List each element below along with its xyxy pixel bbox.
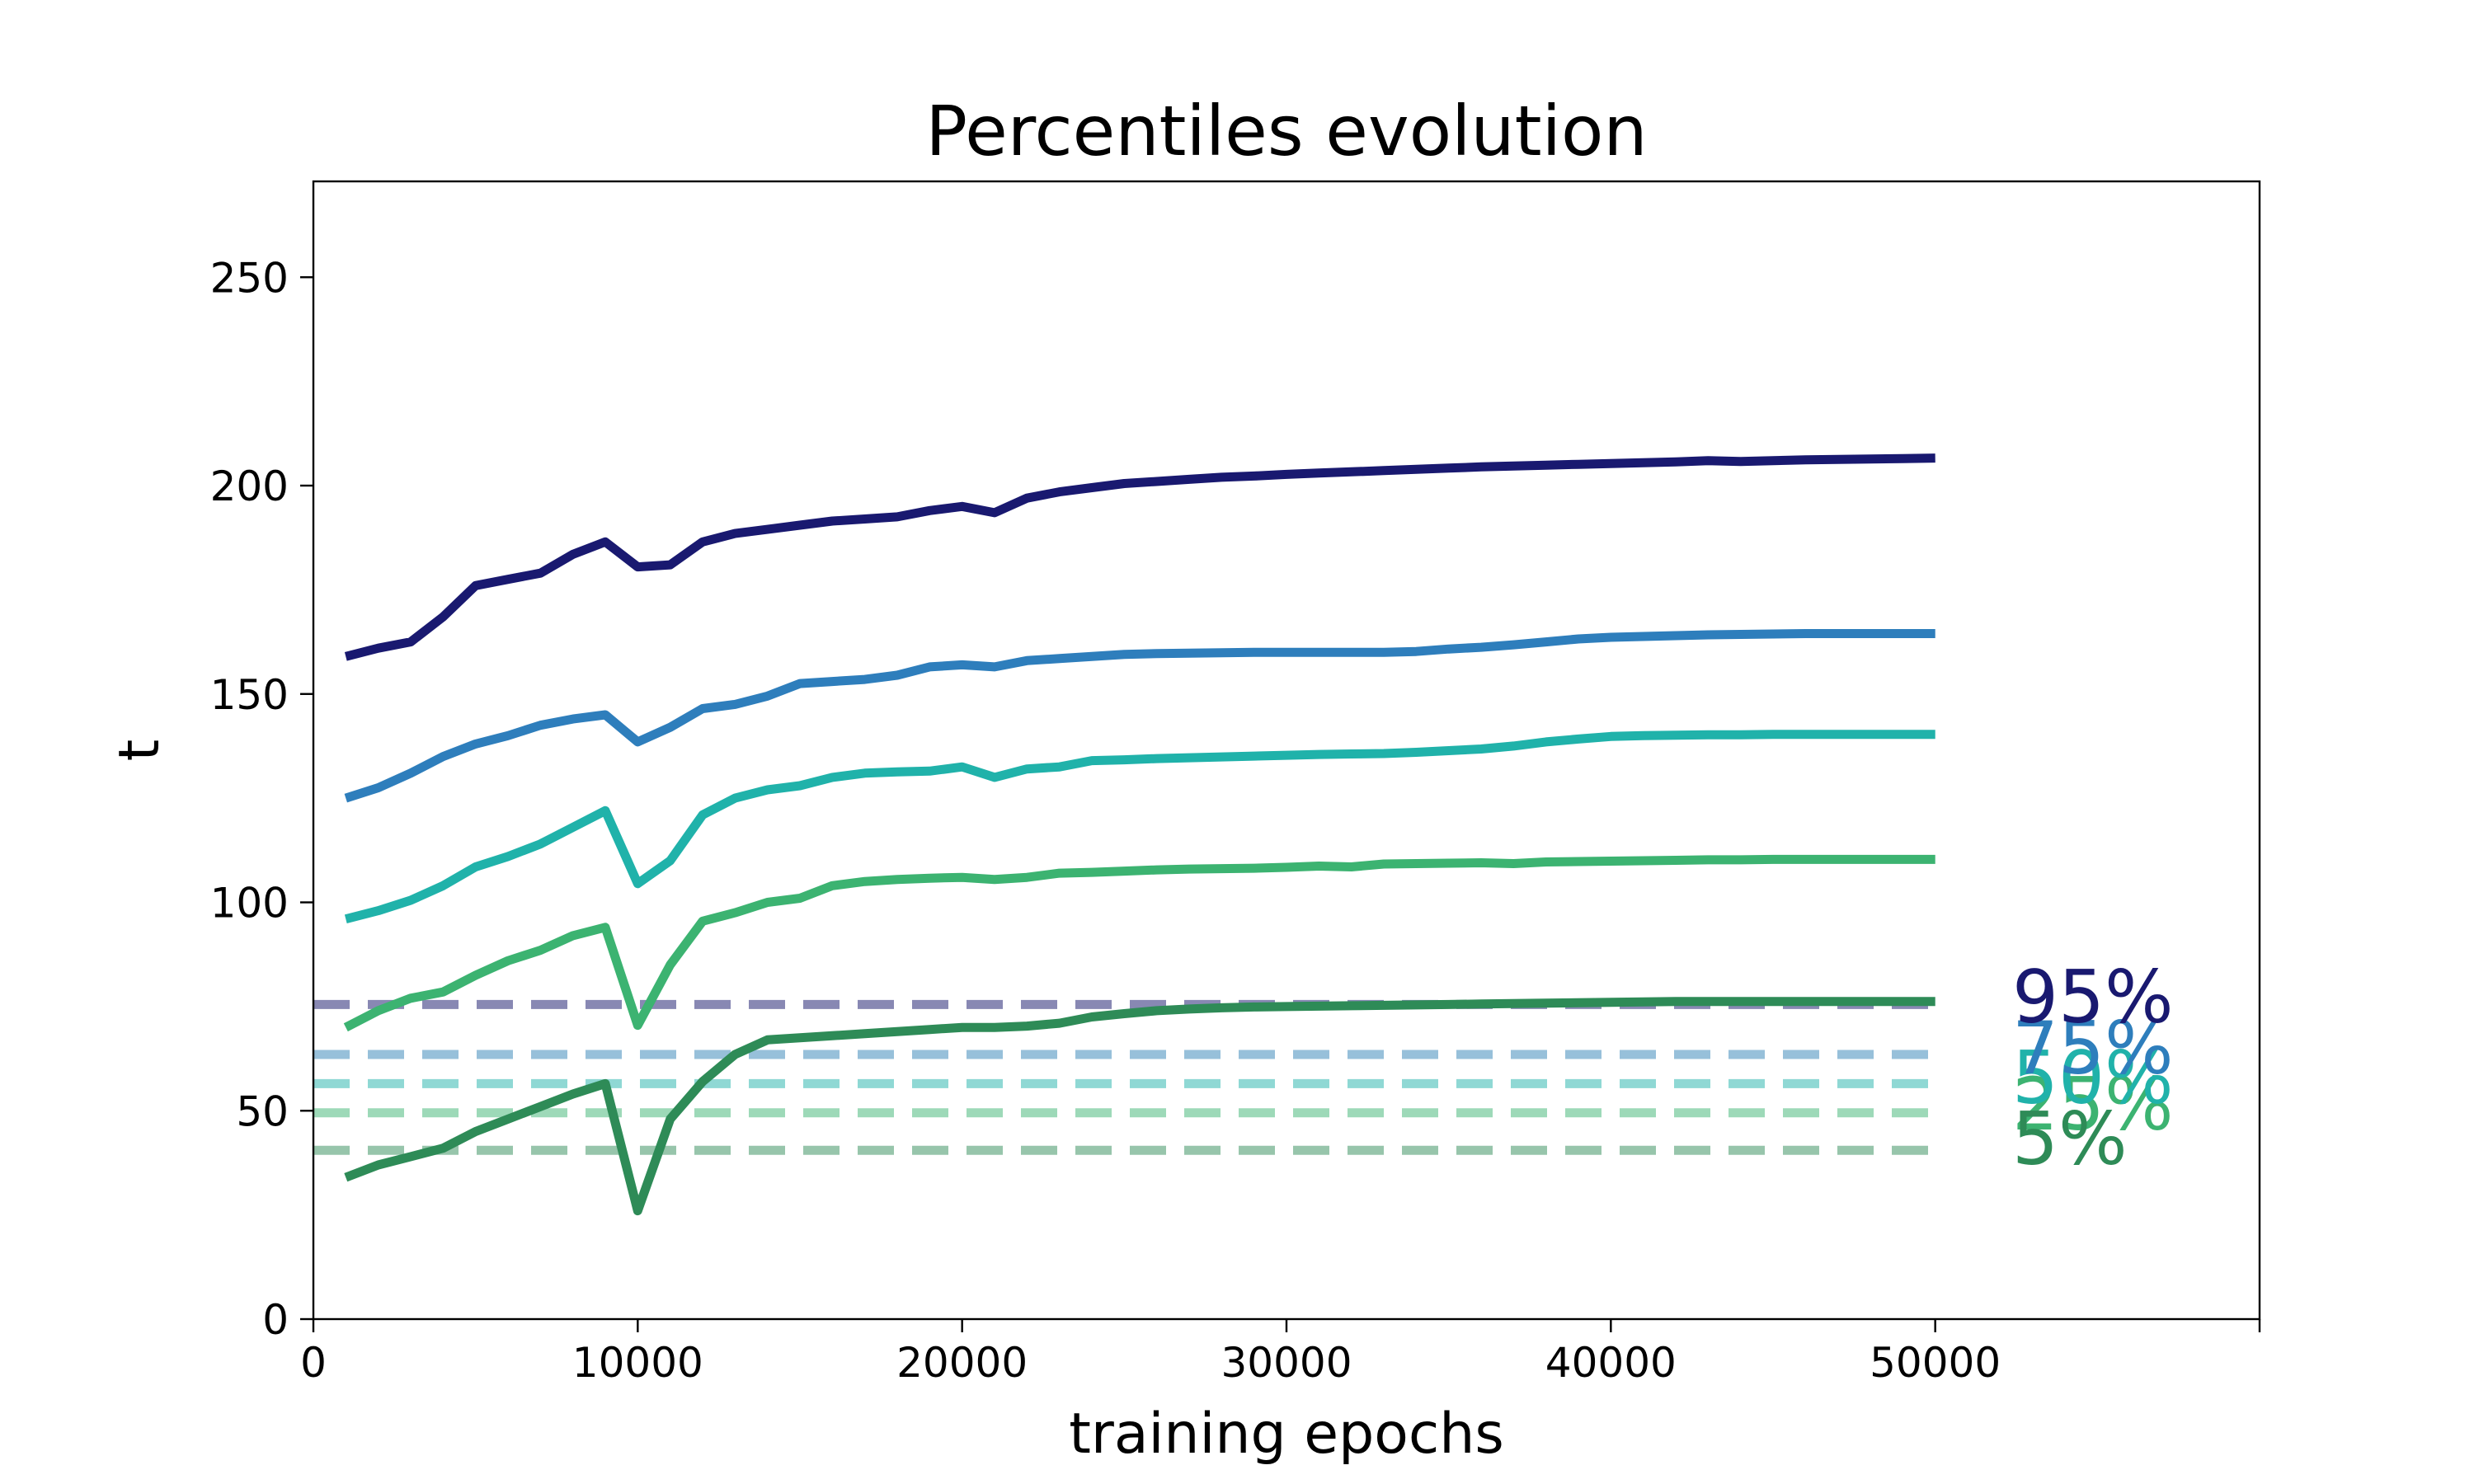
series-lines	[343, 453, 1935, 1216]
y-axis-label: t	[107, 740, 172, 762]
end-label-95pct: 95%	[2012, 955, 2174, 1040]
x-tick-label: 20000	[896, 1339, 1028, 1387]
end-label-75pct: 75%	[2012, 1006, 2174, 1091]
y-tick-label: 0	[262, 1296, 289, 1344]
series-end-labels: 25%5%50%75%95%	[2012, 955, 2174, 1181]
end-label-50pct: 50%	[2012, 1036, 2174, 1120]
y-tick-label: 200	[210, 463, 289, 510]
end-label-5pct: 5%	[2012, 1097, 2128, 1181]
x-tick-label: 10000	[572, 1339, 703, 1387]
end-label-25pct: 25%	[2012, 1062, 2174, 1147]
y-tick-label: 50	[236, 1087, 289, 1135]
x-axis-label: training epochs	[1069, 1402, 1504, 1467]
series-line-50pct	[344, 730, 1935, 924]
chart-title: Percentiles evolution	[925, 91, 1647, 171]
y-tick-label: 250	[210, 254, 289, 302]
threshold-lines	[313, 999, 1935, 1155]
x-tick-label: 0	[300, 1339, 327, 1387]
y-axis-ticks: 0 50 100 150 200 250	[210, 254, 313, 1344]
y-tick-label: 100	[210, 880, 289, 928]
x-tick-label: 40000	[1545, 1339, 1677, 1387]
series-line-75pct	[344, 629, 1935, 803]
series-line-95pct	[344, 453, 1935, 661]
series-line-25pct	[343, 854, 1935, 1032]
x-axis-ticks: 0 10000 20000 30000 40000 50000	[300, 1319, 2261, 1387]
x-tick-label: 30000	[1221, 1339, 1352, 1387]
y-tick-label: 150	[210, 671, 289, 719]
x-tick-label: 50000	[1870, 1339, 2001, 1387]
series-line-5pct	[344, 997, 1935, 1216]
